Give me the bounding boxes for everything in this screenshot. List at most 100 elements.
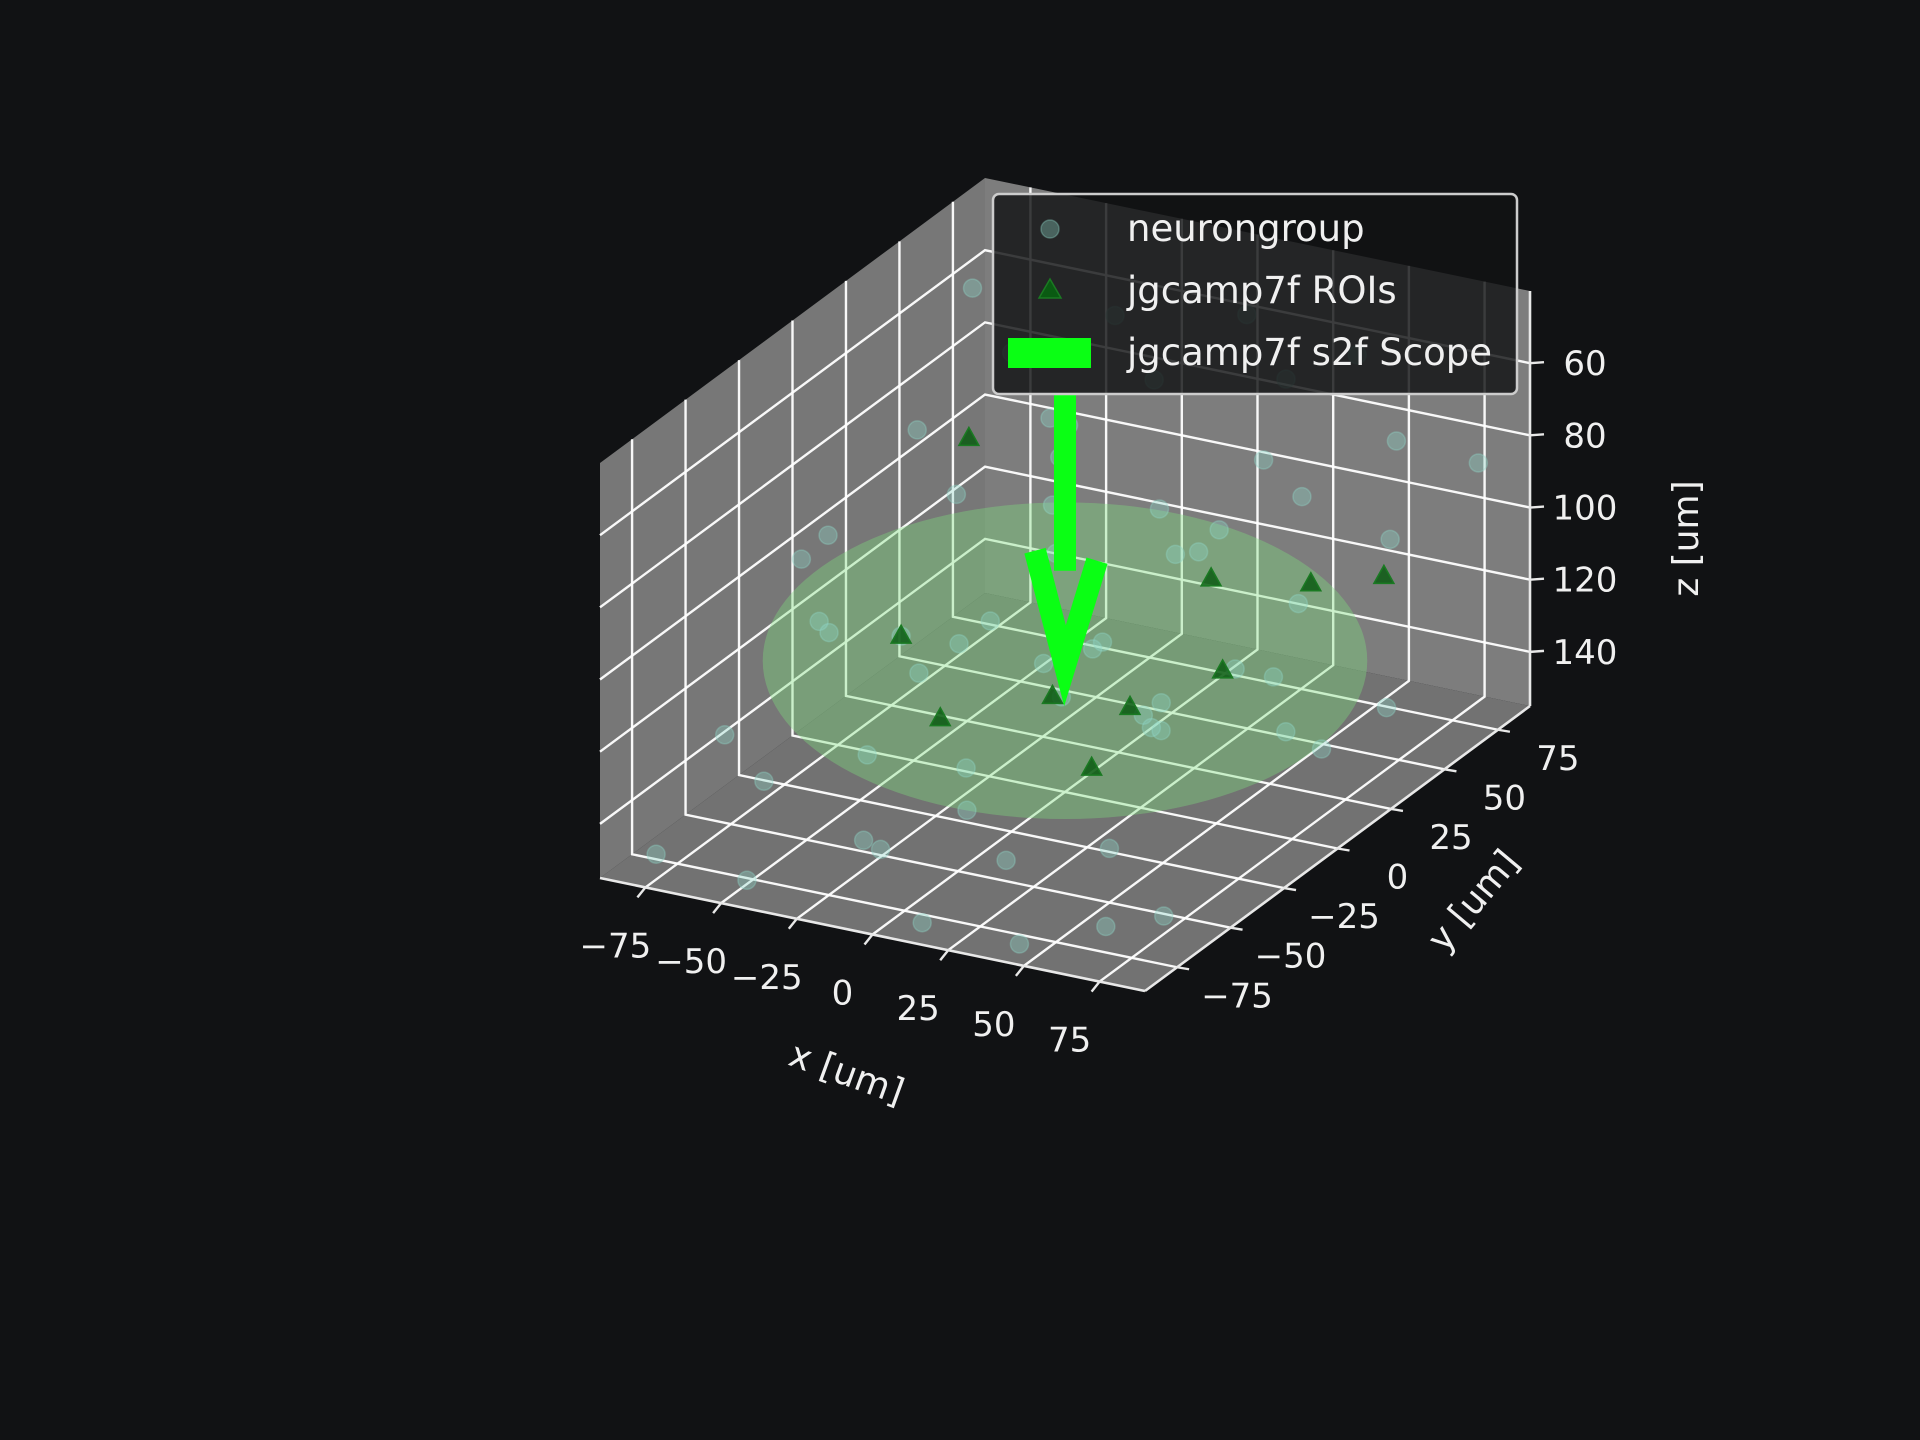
grid-line-y bbox=[737, 360, 1285, 890]
z-tick-label: 80 bbox=[1563, 416, 1606, 456]
axis-ticks: −75 −50 −25 0 25 50 75−75−50−25025507560801001… bbox=[580, 344, 1618, 1060]
y-tick bbox=[1390, 807, 1404, 813]
neuron-point bbox=[1096, 916, 1116, 937]
neuron-point bbox=[1082, 639, 1103, 659]
z-tick bbox=[1529, 505, 1545, 509]
neuron-point bbox=[1092, 632, 1113, 652]
legend-neuron-marker bbox=[1040, 219, 1060, 239]
grid-line-x bbox=[1023, 265, 1411, 967]
roi-marker bbox=[889, 623, 913, 644]
neuron-point bbox=[1263, 667, 1284, 687]
grid-line-x bbox=[1098, 281, 1486, 983]
y-tick-label: 0 bbox=[1387, 858, 1409, 898]
neuron-point bbox=[1276, 722, 1296, 742]
y-tick-label: 75 bbox=[1536, 739, 1579, 779]
neuron-point bbox=[949, 633, 969, 654]
y-axis-label: y [um] bbox=[1420, 842, 1528, 959]
grid-line-z bbox=[599, 321, 1531, 609]
legend-label: jgcamp7f s2f Scope bbox=[1126, 331, 1492, 374]
neuron-point bbox=[912, 912, 932, 933]
grid-line-z bbox=[599, 393, 1531, 681]
grid-line-z bbox=[599, 537, 1531, 825]
grid-line-y bbox=[630, 439, 1178, 969]
grid-line-y bbox=[951, 201, 1499, 731]
y-tick-label: 50 bbox=[1483, 778, 1526, 818]
neuron-point bbox=[1380, 529, 1400, 550]
y-tick-label: −50 bbox=[1255, 937, 1327, 977]
grid-line-y bbox=[791, 320, 1338, 850]
legend-label: neurongroup bbox=[1127, 207, 1365, 250]
neuron-point bbox=[818, 525, 838, 545]
y-tick-label: −75 bbox=[1201, 976, 1273, 1016]
neuron-point bbox=[714, 725, 735, 745]
neuron-point bbox=[1188, 542, 1209, 562]
x-tick-label: 75 bbox=[1048, 1021, 1091, 1061]
grid-line-y bbox=[684, 399, 1231, 929]
z-tick-label: 60 bbox=[1563, 344, 1606, 384]
roi-marker bbox=[1372, 563, 1396, 585]
neuron-point bbox=[1288, 593, 1309, 614]
neuron-point bbox=[1151, 720, 1171, 741]
z-tick bbox=[1529, 649, 1545, 654]
neuron-point bbox=[754, 771, 774, 791]
neuron-point bbox=[909, 663, 929, 683]
x-tick bbox=[636, 886, 647, 899]
grid-lines bbox=[599, 187, 1531, 983]
y-tick bbox=[1176, 966, 1190, 971]
neuron-point bbox=[646, 844, 666, 864]
neuron-point bbox=[1209, 520, 1229, 540]
neuron-point bbox=[853, 830, 874, 850]
neuron-point bbox=[1141, 717, 1162, 738]
x-tick bbox=[787, 918, 798, 930]
roi-marker bbox=[1199, 566, 1223, 587]
neuron-point bbox=[870, 839, 891, 860]
scope-arrow-head bbox=[1024, 547, 1108, 707]
neuron-point bbox=[1009, 934, 1030, 954]
y-tick-label: 25 bbox=[1429, 818, 1472, 858]
grid-line-y bbox=[898, 241, 1445, 771]
z-tick bbox=[1529, 577, 1545, 581]
x-tick bbox=[1090, 980, 1101, 993]
legend-scope-marker bbox=[1008, 338, 1091, 368]
neuron-point bbox=[1292, 486, 1312, 507]
legend-roi-marker bbox=[1037, 277, 1063, 299]
neuron-point bbox=[1311, 739, 1332, 759]
x-tick bbox=[1014, 965, 1025, 977]
grid-line-y bbox=[844, 280, 1392, 811]
neuron-point bbox=[996, 850, 1016, 871]
roi-marker bbox=[1041, 683, 1064, 705]
z-tick-label: 100 bbox=[1553, 489, 1618, 529]
roi-marker bbox=[929, 706, 952, 727]
legend-label: jgcamp7f ROIs bbox=[1126, 269, 1397, 312]
neuron-point bbox=[957, 800, 977, 821]
neuron-point bbox=[962, 278, 983, 298]
neuron-point bbox=[1376, 697, 1397, 718]
z-tick bbox=[1529, 360, 1545, 365]
x-tick-label: −75 bbox=[580, 926, 652, 966]
x-tick bbox=[863, 933, 874, 946]
x-tick-label: −25 bbox=[731, 958, 803, 998]
x-tick bbox=[712, 902, 723, 914]
neuron-point bbox=[791, 549, 812, 569]
y-tick bbox=[1497, 728, 1511, 733]
neuron-point bbox=[1154, 906, 1174, 926]
z-tick-label: 140 bbox=[1553, 633, 1618, 673]
y-tick bbox=[1230, 926, 1243, 931]
neuron-point bbox=[1253, 450, 1274, 470]
neuron-point bbox=[1151, 692, 1171, 713]
neuron-point bbox=[1149, 499, 1170, 519]
neuron-point bbox=[1165, 544, 1186, 565]
x-tick-label: 0 bbox=[832, 974, 854, 1014]
neuron-point bbox=[819, 622, 839, 643]
x-tick bbox=[939, 949, 950, 961]
roi-marker bbox=[1080, 755, 1103, 776]
z-tick-label: 120 bbox=[1553, 561, 1618, 601]
neuron-point bbox=[809, 611, 829, 632]
neuron-point bbox=[907, 420, 927, 440]
y-tick bbox=[1444, 768, 1457, 773]
legend-box bbox=[991, 192, 1519, 396]
y-tick bbox=[1337, 847, 1350, 852]
neuron-point bbox=[956, 758, 976, 778]
z-tick bbox=[1529, 433, 1545, 437]
y-tick bbox=[1283, 886, 1297, 892]
